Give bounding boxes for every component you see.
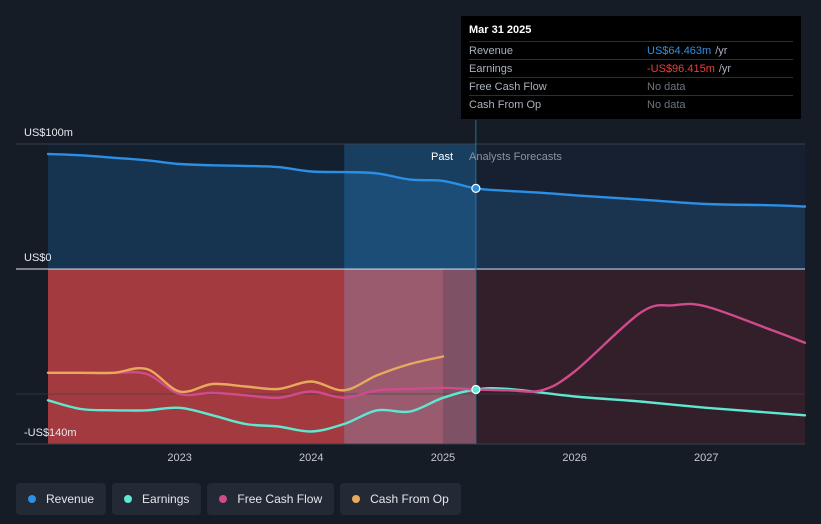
legend-item-cash-from-op[interactable]: Cash From Op	[340, 483, 461, 515]
legend-label: Earnings	[142, 492, 190, 506]
revenue-dot-icon	[28, 495, 36, 503]
tooltip-row-free-cash-flow: Free Cash Flow No data	[469, 77, 793, 95]
tooltip-label: Free Cash Flow	[469, 80, 547, 93]
y-label-bottom: -US$140m	[24, 427, 77, 439]
tooltip-label: Revenue	[469, 44, 514, 57]
x-tick-label: 2024	[299, 452, 323, 464]
legend-label: Cash From Op	[370, 492, 449, 506]
legend-label: Revenue	[46, 492, 95, 506]
legend-item-revenue[interactable]: Revenue	[16, 483, 107, 515]
highlight-band-bottom	[344, 269, 443, 444]
tooltip-row-earnings: Earnings -US$96.415m /yr	[469, 59, 793, 77]
forecast-background-top	[475, 144, 805, 269]
x-tick-label: 2026	[562, 452, 586, 464]
earnings-marker	[471, 384, 481, 395]
past-label: Past	[431, 151, 453, 163]
x-tick-label: 2023	[167, 452, 191, 464]
tooltip-label: Cash From Op	[469, 98, 542, 111]
revenue-marker	[471, 183, 481, 193]
series-line-earnings	[46, 387, 807, 433]
series-line-revenue	[46, 152, 807, 208]
series-line-cash-from-op	[46, 355, 445, 394]
revenue-area	[48, 154, 805, 269]
tooltip-value: US$64.463m	[647, 44, 712, 57]
y-label-top: US$100m	[24, 127, 73, 139]
tooltip-unit: /yr	[715, 44, 728, 57]
free-cash-flow-dot-icon	[219, 495, 228, 503]
x-tick-label: 2027	[694, 452, 718, 464]
tooltip-row-revenue: Revenue US$64.463m /yr	[469, 41, 793, 59]
earnings-dot-icon	[124, 495, 133, 503]
tooltip: Mar 31 2025 Revenue US$64.463m /yr Earni…	[461, 16, 801, 119]
tooltip-label: Earnings	[469, 62, 513, 75]
tooltip-value: No data	[647, 98, 686, 111]
legend: Revenue Earnings Free Cash Flow Cash Fro…	[16, 483, 461, 515]
legend-label: Free Cash Flow	[237, 492, 323, 506]
tooltip-unit: /yr	[718, 62, 732, 75]
forecast-background-bottom	[475, 269, 805, 444]
legend-item-free-cash-flow[interactable]: Free Cash Flow	[207, 483, 335, 515]
forecast-label: Analysts Forecasts	[469, 151, 562, 163]
tooltip-value: No data	[647, 80, 686, 93]
cash-from-op-dot-icon	[352, 495, 361, 503]
tooltip-row-cash-from-op: Cash From Op No data	[469, 95, 793, 113]
tooltip-date: Mar 31 2025	[469, 24, 532, 36]
series-line-free-cash-flow	[46, 302, 807, 400]
y-label-zero: US$0	[24, 252, 52, 264]
highlight-band-top	[344, 144, 476, 269]
highlight-band-bottom-tail	[442, 269, 476, 444]
tooltip-value: -US$96.415m	[647, 62, 715, 75]
x-tick-label: 2025	[431, 452, 455, 464]
legend-item-earnings[interactable]: Earnings	[112, 483, 202, 515]
